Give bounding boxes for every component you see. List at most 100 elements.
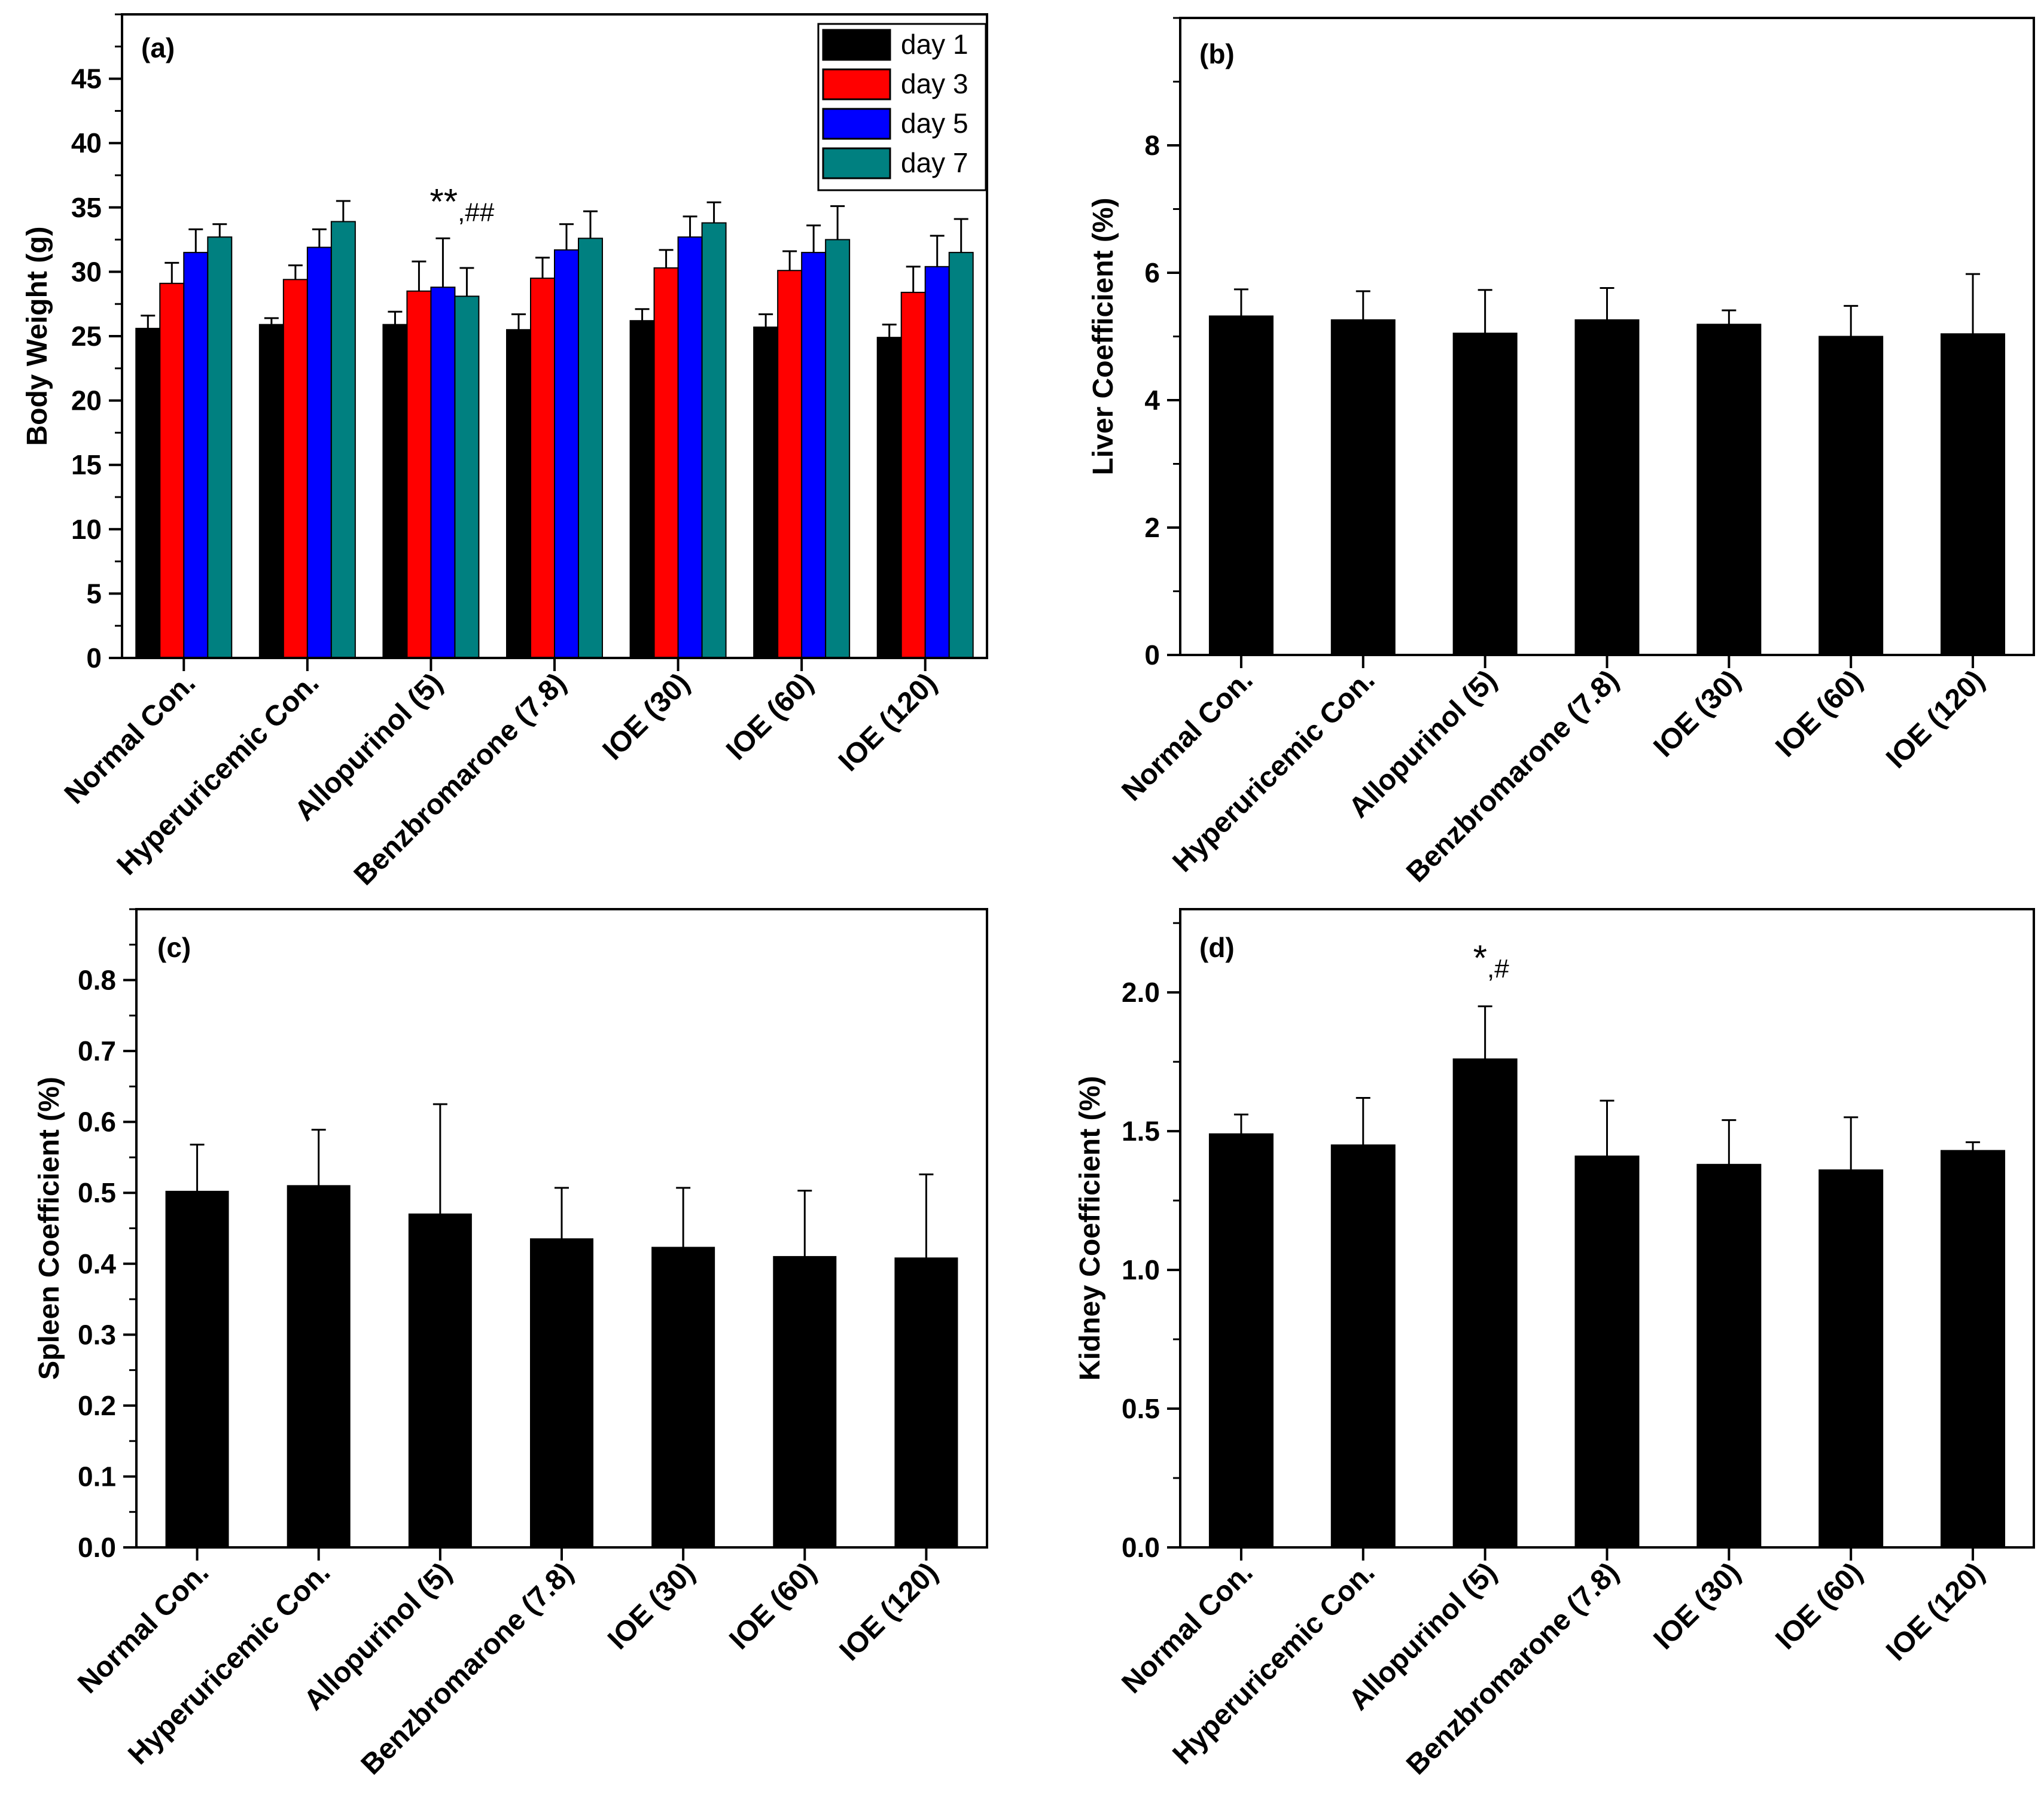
x-tick-label: IOE (60) xyxy=(1769,664,1869,763)
bar xyxy=(773,1256,837,1548)
bar xyxy=(454,295,480,659)
legend-swatch xyxy=(822,29,891,61)
bar xyxy=(306,246,332,659)
y-tick-label: 2.0 xyxy=(1122,977,1160,1008)
bar xyxy=(1696,1163,1762,1549)
y-tick-label: 1.0 xyxy=(1122,1254,1160,1285)
y-tick-label: 0.5 xyxy=(1122,1393,1160,1424)
bar xyxy=(801,252,827,659)
x-tick-label: Benzbromarone (7.8) xyxy=(1400,664,1625,888)
x-tick-label: IOE (120) xyxy=(834,1556,945,1667)
x-tick-label: Hyperuricemic Con. xyxy=(111,667,325,881)
y-tick-label: 2 xyxy=(1144,512,1160,543)
bar xyxy=(900,291,926,659)
x-tick-label: IOE (120) xyxy=(1880,664,1991,775)
y-tick-label: 0.3 xyxy=(78,1319,116,1350)
x-tick-label: IOE (60) xyxy=(720,667,820,766)
y-tick-label: 25 xyxy=(71,321,102,352)
bar xyxy=(1452,1058,1518,1548)
bar xyxy=(677,236,703,659)
y-tick-label: 0.2 xyxy=(78,1390,116,1421)
y-tick-label: 0.7 xyxy=(78,1035,116,1066)
x-tick-label: Normal Con. xyxy=(59,667,202,810)
bar xyxy=(1941,333,2006,656)
bar xyxy=(1696,324,1762,656)
bar xyxy=(701,222,727,659)
bar xyxy=(1941,1150,2006,1548)
panel-label: (b) xyxy=(1199,38,1235,69)
bar xyxy=(408,1213,472,1549)
bar xyxy=(382,324,408,659)
panel-label: (d) xyxy=(1199,932,1235,963)
y-tick-label: 0.0 xyxy=(78,1532,116,1563)
x-tick-label: IOE (60) xyxy=(723,1556,823,1656)
significance-marker: *,# xyxy=(1473,938,1510,983)
bar xyxy=(1574,319,1640,656)
x-tick-label: IOE (30) xyxy=(1647,1556,1747,1656)
legend-label: day 7 xyxy=(901,147,968,178)
bar xyxy=(1208,315,1274,656)
bar xyxy=(1330,319,1396,656)
bar xyxy=(207,236,233,659)
bar xyxy=(506,329,531,659)
y-tick-label: 0.8 xyxy=(78,965,116,996)
bar xyxy=(1452,333,1518,656)
bar xyxy=(1574,1155,1640,1548)
x-tick-label: IOE (120) xyxy=(1880,1556,1991,1667)
bar xyxy=(258,324,284,659)
y-axis-label: Body Weight (g) xyxy=(22,226,53,446)
legend-label: day 5 xyxy=(901,108,968,139)
bar xyxy=(1330,1144,1396,1548)
panel-label: (a) xyxy=(141,32,175,63)
panel-label: (c) xyxy=(157,932,191,963)
bar xyxy=(159,282,185,659)
bar xyxy=(753,326,779,659)
bar xyxy=(406,290,432,659)
x-tick-label: Benzbromarone (7.8) xyxy=(1400,1556,1625,1781)
y-tick-label: 5 xyxy=(86,578,102,609)
y-tick-label: 45 xyxy=(71,63,102,95)
bar xyxy=(876,337,902,659)
y-tick-label: 6 xyxy=(1144,257,1160,288)
bar xyxy=(330,221,356,659)
y-tick-label: 0.6 xyxy=(78,1107,116,1138)
y-tick-label: 10 xyxy=(71,514,102,545)
bar xyxy=(165,1190,229,1548)
legend-label: day 3 xyxy=(901,68,968,99)
x-tick-label: IOE (60) xyxy=(1769,1556,1869,1656)
bar xyxy=(777,270,803,659)
chart-panel-a: 0 5 10 15 20 25 30 35 40 45 Normal Con.Hyperuricem… xyxy=(22,13,988,891)
bar xyxy=(135,328,161,659)
y-axis-label: Kidney Coefficient (%) xyxy=(1074,1076,1106,1381)
bar xyxy=(1208,1133,1274,1548)
bar xyxy=(282,279,308,659)
x-tick-label: Hyperuricemic Con. xyxy=(122,1556,336,1771)
x-tick-label: IOE (30) xyxy=(597,667,696,766)
y-tick-label: 40 xyxy=(71,127,102,159)
bar xyxy=(653,267,679,659)
legend-swatch xyxy=(822,68,891,100)
bar xyxy=(554,249,579,659)
y-tick-label: 0.5 xyxy=(78,1177,116,1208)
bar xyxy=(430,287,456,659)
y-tick-label: 0.4 xyxy=(78,1248,116,1279)
x-tick-label: Benzbromarone (7.8) xyxy=(355,1556,580,1781)
y-tick-label: 15 xyxy=(71,449,102,480)
bar xyxy=(1818,336,1884,656)
x-tick-label: Hyperuricemic Con. xyxy=(1166,664,1381,878)
y-tick-label: 8 xyxy=(1144,130,1160,161)
y-tick-label: 0.1 xyxy=(78,1461,116,1492)
bar xyxy=(530,278,555,659)
y-tick-label: 20 xyxy=(71,385,102,416)
y-tick-label: 30 xyxy=(71,256,102,287)
bar xyxy=(530,1238,593,1549)
legend-swatch xyxy=(822,147,891,179)
y-tick-label: 4 xyxy=(1144,385,1160,416)
x-tick-label: Benzbromarone (7.8) xyxy=(348,667,572,891)
bar xyxy=(651,1247,715,1548)
y-tick-label: 0 xyxy=(86,642,102,674)
significance-marker: **,## xyxy=(429,182,494,227)
bar xyxy=(183,252,209,659)
